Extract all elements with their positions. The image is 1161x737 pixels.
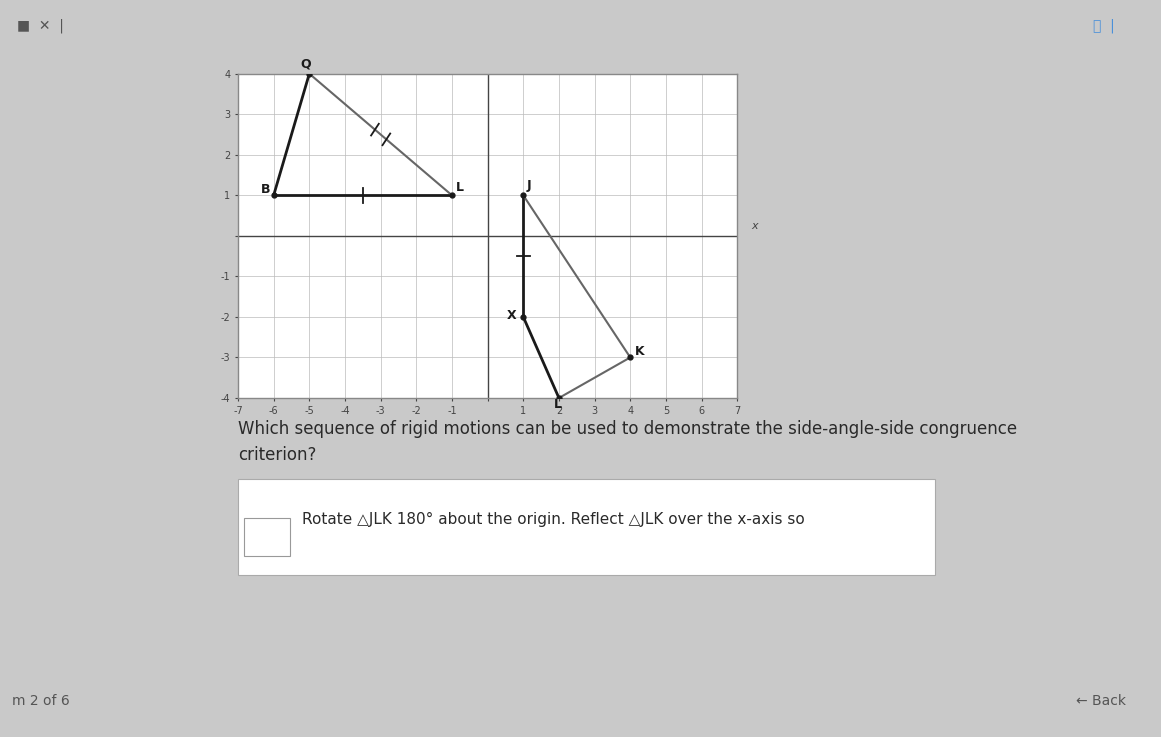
- Text: ← Back: ← Back: [1076, 694, 1126, 708]
- Text: L: L: [455, 181, 463, 195]
- Text: ■  ✕  |: ■ ✕ |: [17, 18, 64, 33]
- Text: Which sequence of rigid motions can be used to demonstrate the side-angle-side c: Which sequence of rigid motions can be u…: [238, 420, 1017, 438]
- Text: B: B: [261, 184, 271, 196]
- Text: criterion?: criterion?: [238, 446, 317, 464]
- Text: K: K: [635, 346, 644, 358]
- Text: L: L: [554, 398, 562, 411]
- Text: Q: Q: [301, 57, 311, 71]
- Text: x: x: [751, 220, 758, 231]
- Text: X: X: [507, 309, 517, 322]
- Text: Rotate △JLK 180° about the origin. Reflect △JLK over the x-axis so: Rotate △JLK 180° about the origin. Refle…: [302, 512, 805, 527]
- Text: m 2 of 6: m 2 of 6: [12, 694, 70, 708]
- Text: J: J: [527, 179, 532, 192]
- Text: ⓪  |: ⓪ |: [1093, 18, 1115, 33]
